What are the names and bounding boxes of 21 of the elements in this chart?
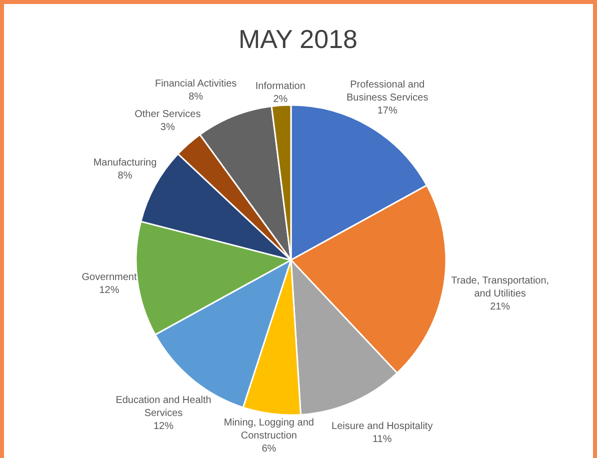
chart-title: MAY 2018: [238, 24, 358, 54]
data-label: 8%: [118, 170, 132, 182]
slice-label: Financial Activities: [154, 78, 237, 90]
slice-label: Other Services: [134, 109, 201, 120]
slice-label: Education and Health Services: [116, 394, 212, 419]
data-label: 17%: [377, 106, 398, 117]
data-label: 21%: [490, 302, 510, 313]
slice-label: Trade, Transportation, and Utilities: [451, 276, 550, 300]
slice-label: Information: [255, 80, 306, 92]
data-label: 8%: [188, 91, 204, 102]
slice-label: Professional and Business Services: [346, 80, 428, 104]
data-label: 11%: [372, 434, 392, 446]
slice-label: Manufacturing: [93, 158, 157, 169]
data-label: 3%: [160, 122, 175, 134]
slice-label: Mining, Logging and Construction: [224, 417, 314, 442]
data-label: 2%: [273, 94, 288, 105]
slice-label: Leisure and Hospitality: [332, 421, 433, 432]
data-label: 12%: [154, 420, 174, 432]
slice-label: Government: [82, 272, 137, 283]
data-label: 6%: [262, 443, 276, 454]
data-label: 12%: [99, 284, 120, 296]
